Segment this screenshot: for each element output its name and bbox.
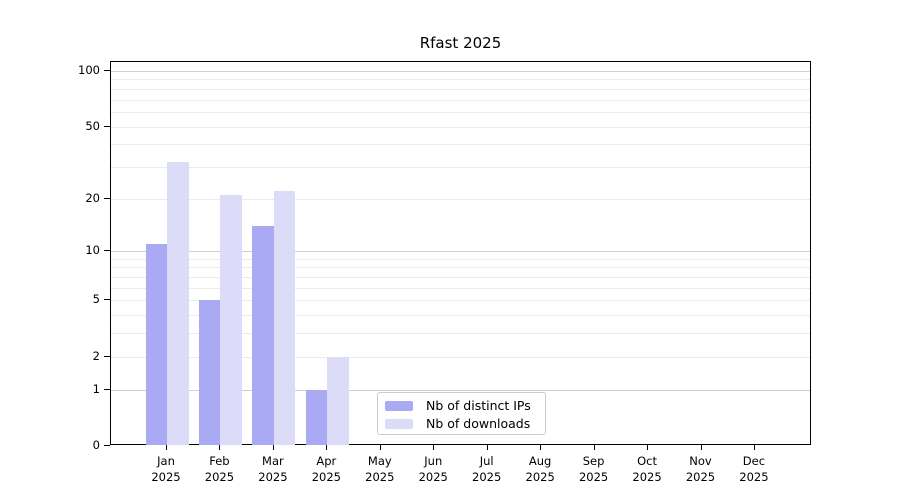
x-axis-tick (593, 445, 595, 450)
y-gridline-minor (111, 88, 810, 90)
y-axis-tick (104, 197, 110, 199)
x-tick-label: Apr 2025 (311, 454, 341, 484)
y-tick-label: 50 (85, 118, 100, 133)
bar-distinct-ips-mar (252, 225, 274, 445)
x-axis-tick (272, 445, 274, 450)
y-gridline-minor (111, 277, 810, 279)
x-tick-label: Jan 2025 (151, 454, 181, 484)
y-axis-tick (104, 355, 110, 357)
y-gridline-major (111, 71, 810, 73)
y-tick-label: 2 (92, 348, 100, 363)
y-gridline-minor (111, 300, 810, 302)
legend-item: Nb of downloads (378, 415, 545, 433)
y-axis-tick (104, 388, 110, 390)
y-gridline-major (111, 389, 810, 391)
legend-label-distinct-ips: Nb of distinct IPs (426, 398, 531, 413)
x-axis-tick (753, 445, 755, 450)
y-gridline-minor (111, 99, 810, 101)
bar-downloads-mar (273, 191, 296, 445)
y-tick-label: 100 (78, 63, 100, 78)
x-tick-label: Sep 2025 (578, 454, 609, 484)
y-gridline-minor (111, 333, 810, 335)
x-axis-tick (166, 445, 167, 450)
x-tick-label: Oct 2025 (632, 454, 662, 484)
y-tick-label: 1 (92, 381, 100, 396)
bar-downloads-apr (327, 356, 349, 445)
bar-distinct-ips-feb (198, 300, 221, 445)
x-tick-label: Mar 2025 (258, 454, 288, 484)
plot-area (110, 61, 811, 445)
y-gridline-minor (111, 126, 810, 128)
y-tick-label: 10 (85, 243, 100, 258)
legend-swatch-distinct-ips (385, 401, 413, 411)
y-axis-tick (104, 299, 110, 301)
y-gridline-minor (111, 315, 810, 317)
x-axis-tick (219, 445, 221, 450)
y-gridline-minor (111, 79, 810, 81)
x-tick-label: Jul 2025 (472, 454, 502, 484)
bar-downloads-feb (220, 194, 242, 445)
chart-title: Rfast 2025 (419, 34, 502, 52)
y-gridline-minor (111, 356, 810, 358)
x-axis-tick (540, 445, 542, 450)
y-tick-label: 20 (85, 190, 100, 205)
legend-swatch-downloads (385, 419, 413, 429)
y-gridline-minor (111, 287, 810, 289)
y-gridline-minor (111, 258, 810, 260)
x-axis-tick (486, 445, 488, 450)
x-axis-tick (647, 445, 649, 450)
x-tick-label: Nov 2025 (685, 454, 716, 484)
x-tick-label: May 2025 (365, 454, 395, 484)
y-axis-tick (104, 70, 110, 72)
x-axis-tick (379, 445, 381, 450)
x-tick-label: Jun 2025 (418, 454, 448, 484)
x-tick-label: Dec 2025 (739, 454, 769, 484)
x-tick-label: Feb 2025 (204, 454, 235, 484)
legend-item: Nb of distinct IPs (378, 397, 545, 415)
bar-distinct-ips-apr (305, 389, 328, 445)
bar-distinct-ips-jan (145, 244, 167, 445)
legend: Nb of distinct IPs Nb of downloads (377, 392, 546, 435)
x-axis-tick (700, 445, 702, 450)
y-gridline-minor (111, 166, 810, 168)
y-gridline-minor (111, 144, 810, 146)
y-tick-label: 0 (92, 438, 100, 452)
y-axis-tick (104, 125, 110, 127)
y-axis-tick (104, 445, 110, 446)
y-gridline-minor (111, 111, 810, 113)
legend-label-downloads: Nb of downloads (426, 416, 531, 431)
x-tick-label: Aug 2025 (525, 454, 555, 484)
bar-downloads-jan (167, 161, 189, 445)
x-axis-tick (326, 445, 328, 450)
y-tick-label: 5 (92, 292, 100, 307)
y-gridline-major (111, 251, 810, 253)
y-gridline-minor (111, 267, 810, 269)
y-gridline-minor (111, 198, 810, 200)
x-axis-tick (433, 445, 435, 450)
y-axis-tick (104, 250, 110, 252)
